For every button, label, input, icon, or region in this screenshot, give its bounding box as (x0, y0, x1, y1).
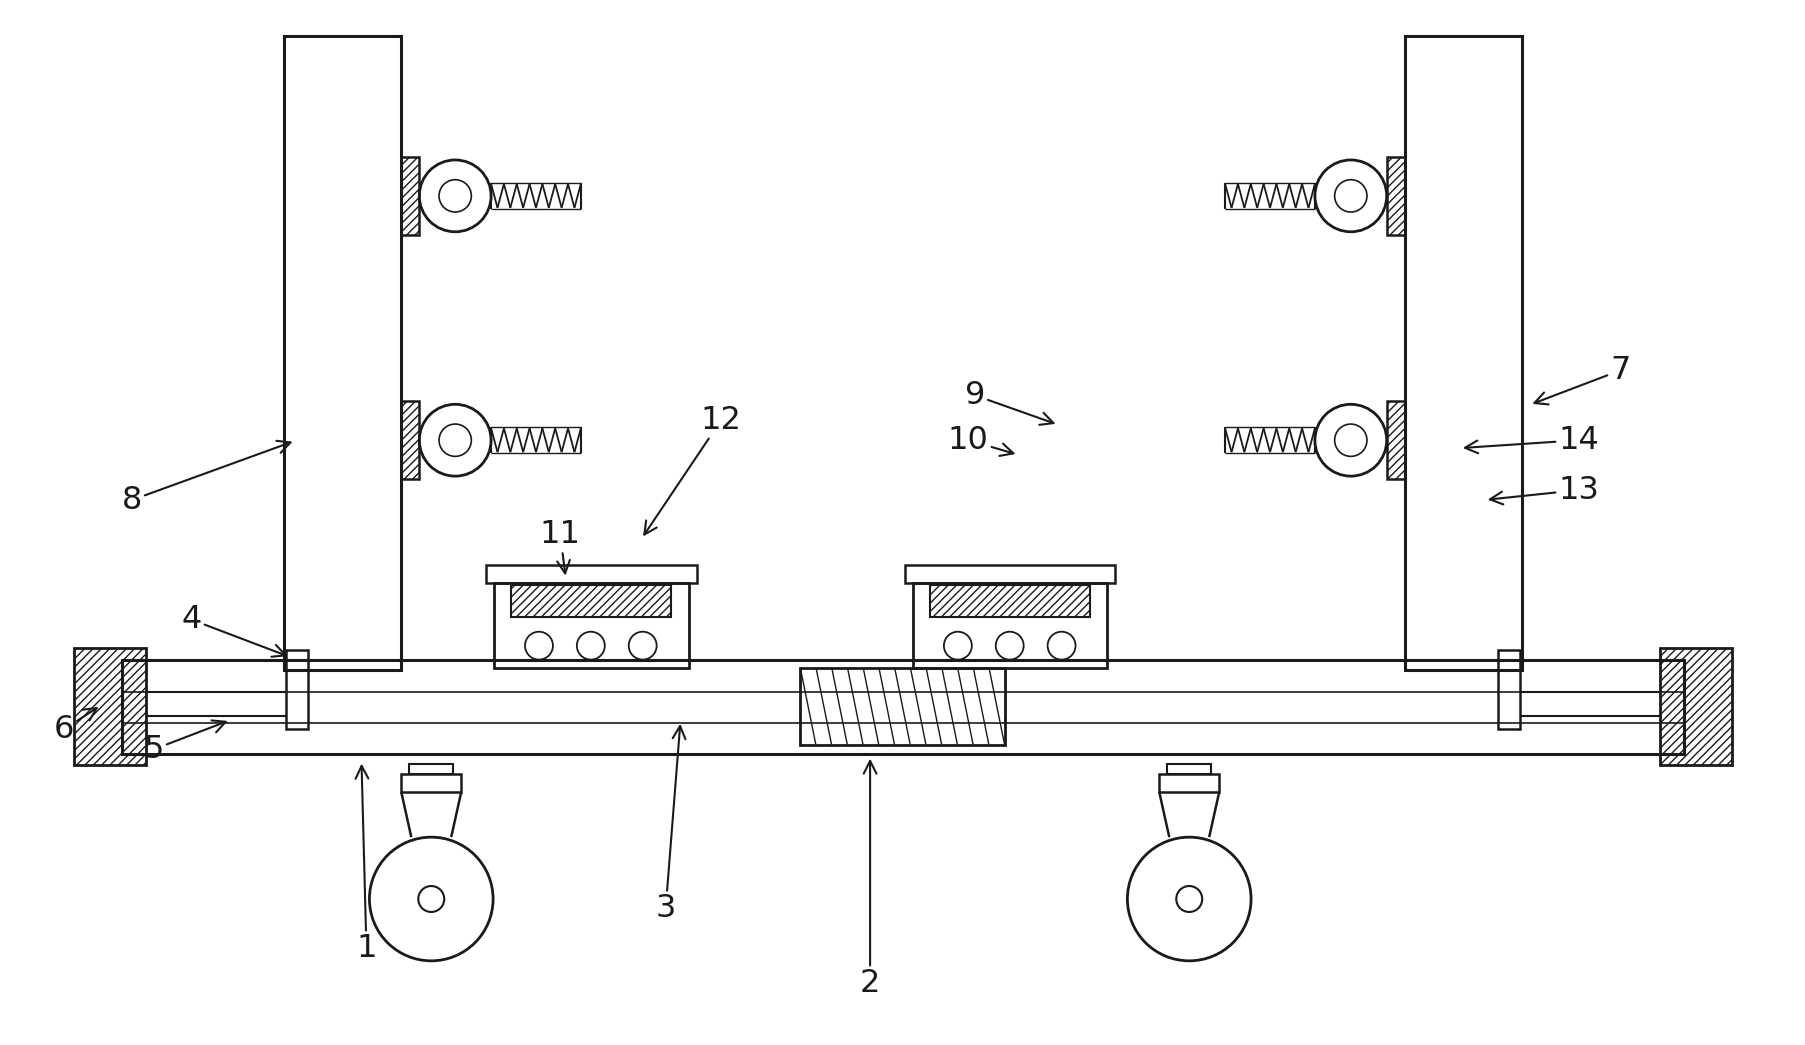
Bar (800, 668, 1004, 745)
Bar (1386, 157, 1404, 235)
Bar (74, 648, 146, 765)
Text: 3: 3 (655, 726, 686, 925)
Text: 6: 6 (54, 709, 97, 745)
Bar (904, 565, 1115, 583)
Text: 9: 9 (964, 379, 1052, 425)
Bar (1159, 774, 1218, 792)
Text: 14: 14 (1464, 424, 1597, 456)
Bar (1659, 648, 1731, 765)
Text: 1: 1 (356, 766, 377, 965)
Text: 7: 7 (1534, 355, 1630, 404)
Bar (410, 764, 453, 774)
Text: 12: 12 (644, 404, 742, 535)
Bar (1498, 650, 1520, 729)
Text: 5: 5 (144, 720, 226, 765)
Bar (401, 401, 419, 479)
Text: 8: 8 (121, 441, 291, 515)
Text: 13: 13 (1489, 474, 1597, 506)
Bar (913, 583, 1106, 668)
Bar (1166, 764, 1211, 774)
Bar (1386, 401, 1404, 479)
Text: 11: 11 (540, 519, 581, 574)
Bar (401, 157, 419, 235)
Bar (283, 37, 401, 670)
Text: 10: 10 (948, 424, 1013, 456)
Text: 4: 4 (182, 604, 285, 656)
Bar (1404, 37, 1522, 670)
Bar (401, 774, 460, 792)
Bar (495, 583, 688, 668)
Bar (511, 585, 670, 617)
Text: 2: 2 (859, 761, 879, 999)
Bar (930, 585, 1088, 617)
Bar (486, 565, 697, 583)
Bar (123, 659, 1682, 754)
Bar (285, 650, 307, 729)
